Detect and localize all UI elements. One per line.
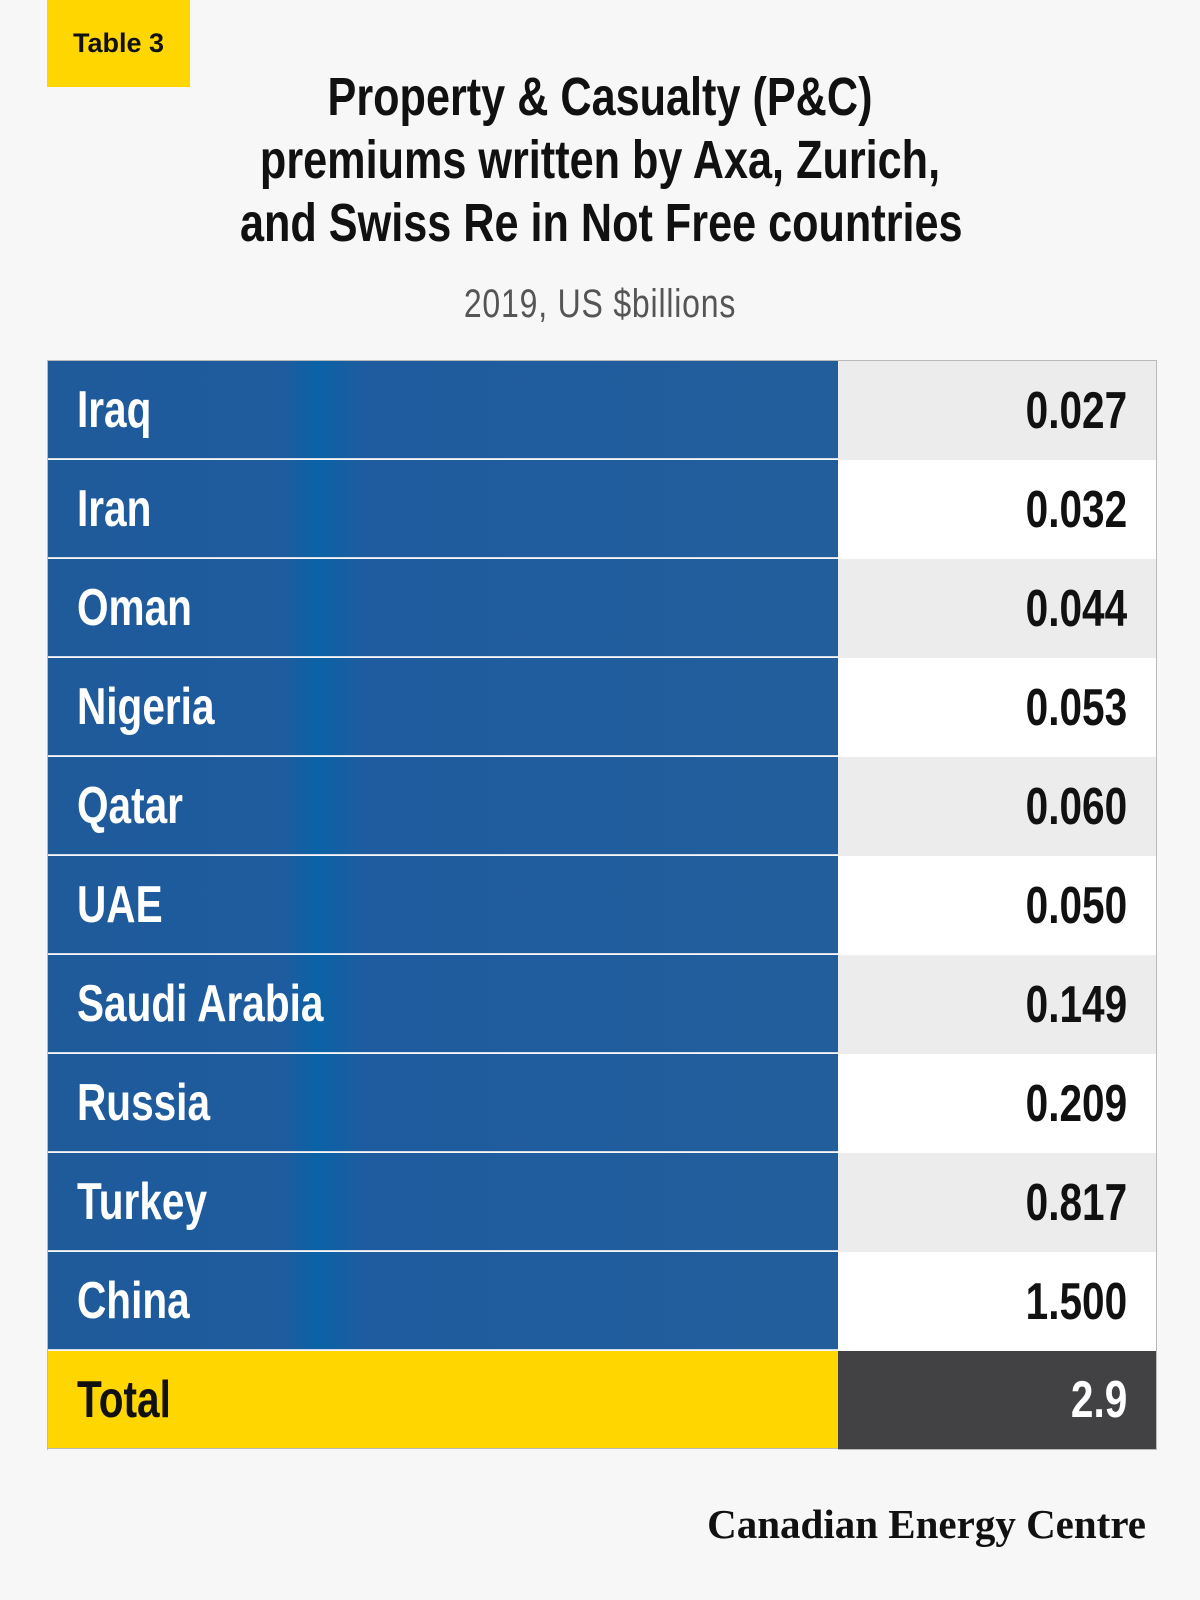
table-number-label: Table 3 xyxy=(72,28,165,58)
country-label: Qatar xyxy=(77,776,183,835)
country-label: UAE xyxy=(77,875,163,934)
table-title: Property & Casualty (P&C) premiums writt… xyxy=(240,66,963,255)
country-label: Iraq xyxy=(77,380,152,439)
value-label: 0.060 xyxy=(1025,777,1127,836)
value-label: 0.053 xyxy=(1025,678,1127,737)
table-row: Turkey 0.817 xyxy=(48,1153,1156,1252)
country-cell: Turkey xyxy=(48,1153,838,1251)
country-label: Oman xyxy=(77,578,192,637)
value-cell: 1.500 xyxy=(838,1252,1156,1351)
country-label: Turkey xyxy=(77,1172,208,1231)
country-label: China xyxy=(77,1271,190,1330)
value-cell: 0.149 xyxy=(838,955,1156,1054)
country-cell: Nigeria xyxy=(48,658,838,756)
table-row: Nigeria 0.053 xyxy=(48,658,1156,757)
country-cell: Russia xyxy=(48,1054,838,1152)
total-value: 2.9 xyxy=(1070,1371,1127,1429)
value-cell: 0.053 xyxy=(838,658,1156,757)
value-label: 0.044 xyxy=(1025,579,1127,638)
value-label: 0.050 xyxy=(1025,876,1127,935)
title-line-3: and Swiss Re in Not Free countries xyxy=(240,193,963,253)
country-cell: UAE xyxy=(48,856,838,954)
country-label: Nigeria xyxy=(77,677,215,736)
country-label: Russia xyxy=(77,1073,211,1132)
value-cell: 0.817 xyxy=(838,1153,1156,1252)
country-label: Iran xyxy=(77,479,152,538)
table-row: Saudi Arabia 0.149 xyxy=(48,955,1156,1054)
country-label: Saudi Arabia xyxy=(77,974,324,1033)
country-cell: China xyxy=(48,1252,838,1350)
total-value-cell: 2.9 xyxy=(838,1351,1156,1450)
value-cell: 0.032 xyxy=(838,460,1156,559)
value-label: 1.500 xyxy=(1025,1272,1127,1331)
country-cell: Oman xyxy=(48,559,838,657)
country-cell: Saudi Arabia xyxy=(48,955,838,1053)
premiums-table: Iraq 0.027 Iran 0.032 Oman 0.044 Nigeria… xyxy=(47,360,1157,1450)
table-row: Iraq 0.027 xyxy=(48,361,1156,460)
brand-logo-text: Canadian Energy Centre xyxy=(707,1501,1146,1547)
table-row: China 1.500 xyxy=(48,1252,1156,1351)
table-row: Qatar 0.060 xyxy=(48,757,1156,856)
value-label: 0.817 xyxy=(1025,1173,1127,1232)
table-row: Oman 0.044 xyxy=(48,559,1156,658)
total-row: Total 2.9 xyxy=(48,1351,1156,1450)
table-number-tag: Table 3 xyxy=(47,0,190,87)
value-label: 0.209 xyxy=(1025,1074,1127,1133)
table-row: Iran 0.032 xyxy=(48,460,1156,559)
country-cell: Iraq xyxy=(48,361,838,459)
value-cell: 0.209 xyxy=(838,1054,1156,1153)
value-cell: 0.044 xyxy=(838,559,1156,658)
title-line-1: Property & Casualty (P&C) xyxy=(327,67,873,127)
value-cell: 0.027 xyxy=(838,361,1156,460)
value-label: 0.027 xyxy=(1025,381,1127,440)
value-cell: 0.050 xyxy=(838,856,1156,955)
country-cell: Iran xyxy=(48,460,838,558)
table-row: Russia 0.209 xyxy=(48,1054,1156,1153)
value-cell: 0.060 xyxy=(838,757,1156,856)
table-subtitle: 2019, US $billions xyxy=(463,282,737,326)
value-label: 0.032 xyxy=(1025,480,1127,539)
total-label: Total xyxy=(77,1370,171,1429)
country-cell: Qatar xyxy=(48,757,838,855)
total-label-cell: Total xyxy=(48,1351,838,1449)
title-line-2: premiums written by Axa, Zurich, xyxy=(259,130,941,190)
table-row: UAE 0.050 xyxy=(48,856,1156,955)
value-label: 0.149 xyxy=(1025,975,1127,1034)
